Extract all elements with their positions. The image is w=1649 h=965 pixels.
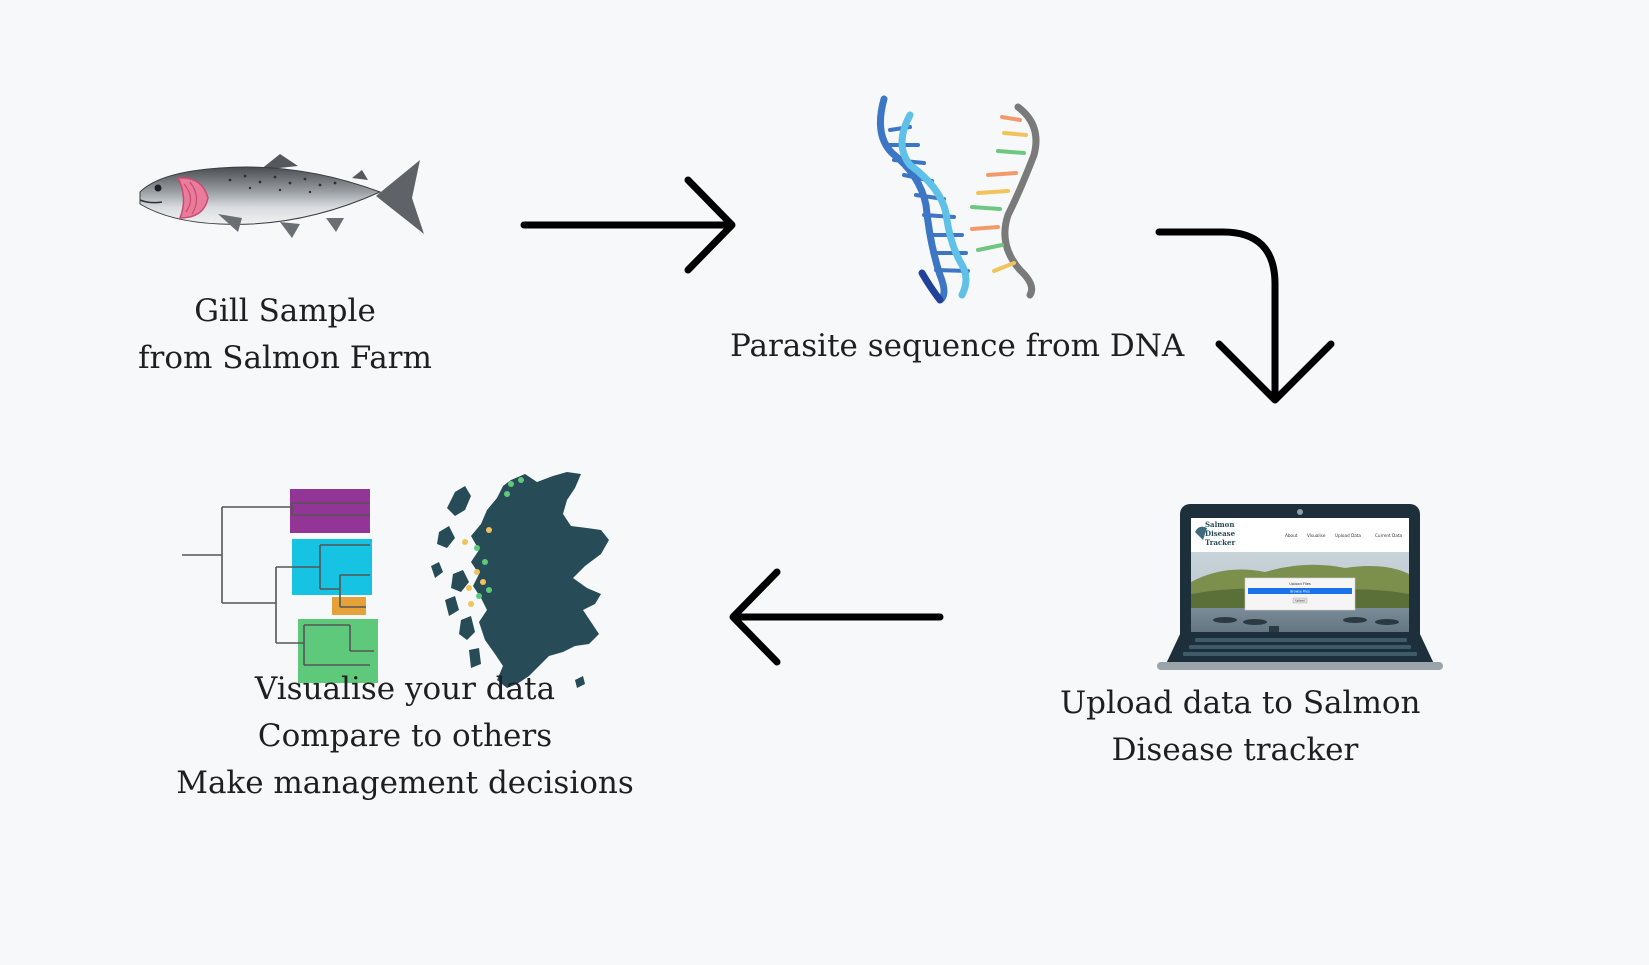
nav-visualise: Visualise <box>1307 533 1326 538</box>
gill-sample-label: Gill Sample from Salmon Farm <box>120 288 450 382</box>
upload-label: Upload data to Salmon Disease tracker <box>1060 680 1421 774</box>
form-submit-button: Upload <box>1295 599 1304 603</box>
salmon-fish-icon <box>139 154 424 238</box>
form-browse-button: Browse Files <box>1290 590 1310 594</box>
upload-line2: Disease tracker <box>1111 732 1359 768</box>
nav-upload: Upload Data <box>1335 533 1361 538</box>
site-title-line1: Salmon <box>1205 520 1234 529</box>
nav-current: Current Data <box>1375 533 1402 538</box>
parasite-label: Parasite sequence from DNA <box>730 323 1185 370</box>
nav-about: About <box>1285 533 1298 538</box>
laptop-icon: Salmon Disease Tracker About Visualise U… <box>1157 504 1443 670</box>
arrow-right-icon <box>520 176 736 274</box>
phylogenetic-tree-icon <box>182 489 378 683</box>
dna-helix-icon <box>876 95 1040 304</box>
form-title: Upload Files <box>1289 582 1311 586</box>
upload-line1: Upload data to Salmon <box>1060 685 1421 721</box>
parasite-line1: Parasite sequence from DNA <box>730 328 1185 364</box>
visualise-line3: Make management decisions <box>176 765 634 801</box>
site-title-line3: Tracker <box>1205 538 1235 547</box>
arrow-curve-down-icon <box>1155 228 1335 404</box>
gill-sample-line1: Gill Sample <box>194 293 376 329</box>
visualise-label: Visualise your data Compare to others Ma… <box>170 666 640 807</box>
arrow-left-icon <box>729 568 944 666</box>
visualise-line2: Compare to others <box>257 718 553 754</box>
gill-sample-line2: from Salmon Farm <box>138 340 432 376</box>
scotland-map-icon <box>431 472 609 688</box>
visualise-line1: Visualise your data <box>254 671 556 707</box>
site-title-line2: Disease <box>1205 529 1236 538</box>
